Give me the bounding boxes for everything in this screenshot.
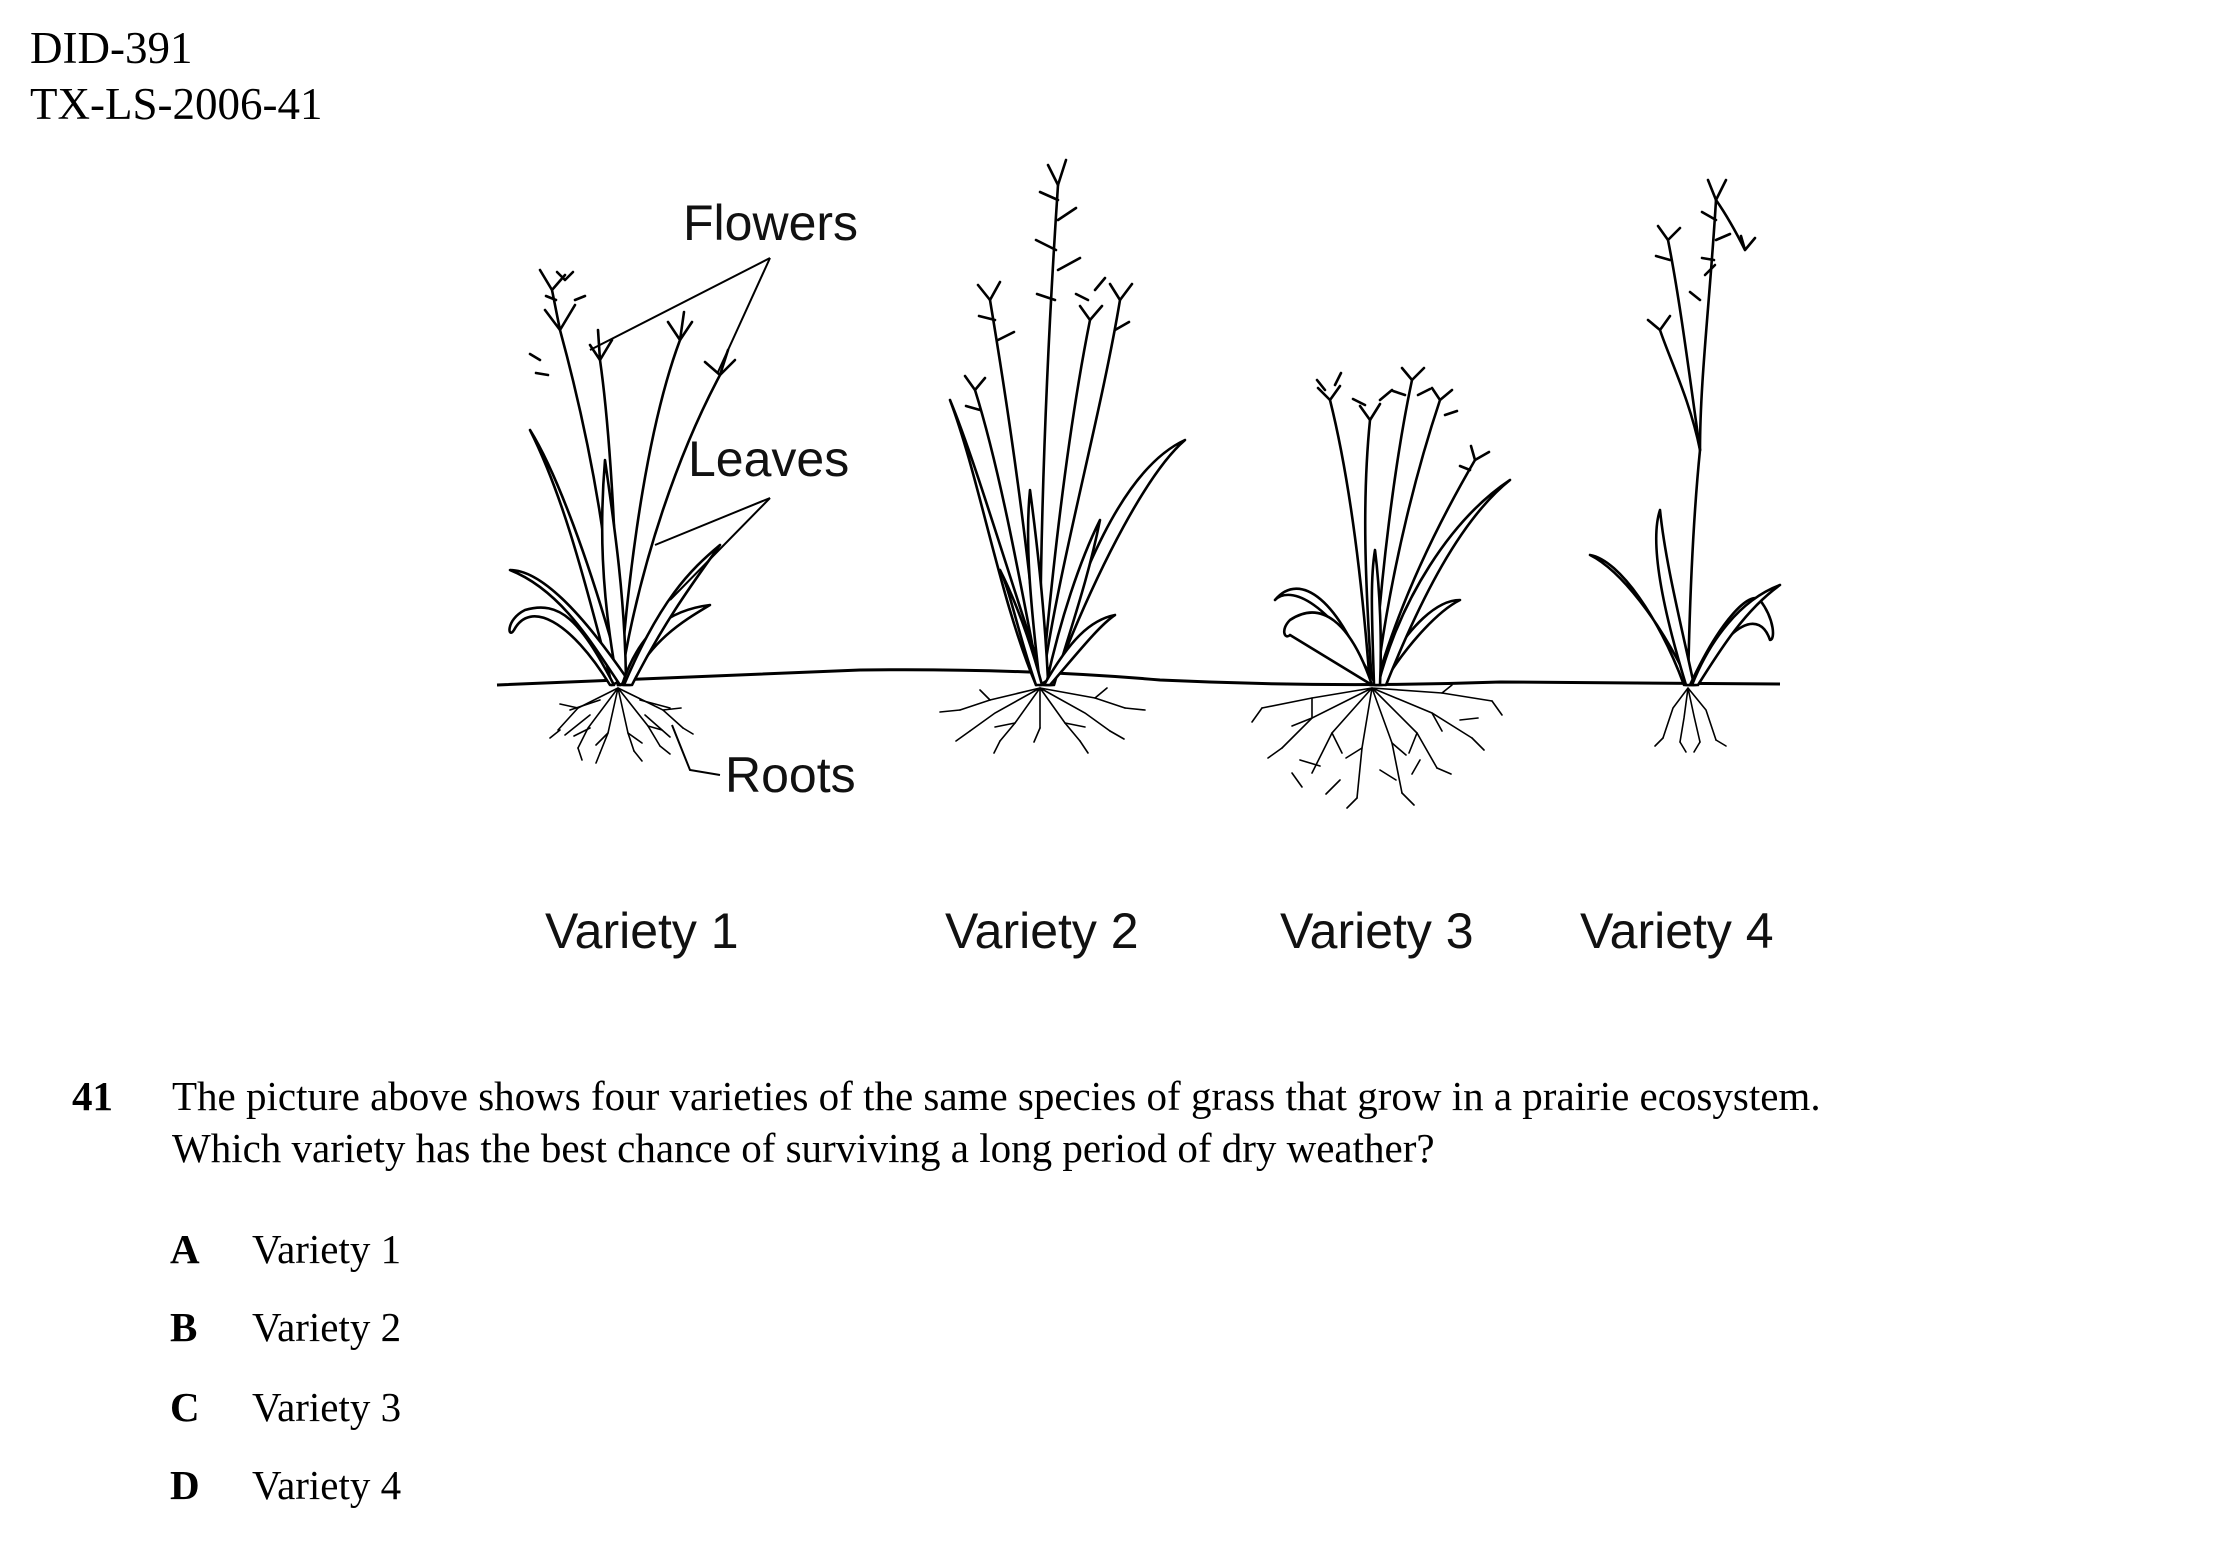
choice-text: Variety 2 <box>252 1304 402 1350</box>
choice-letter: B <box>170 1304 198 1350</box>
variety-4-plant <box>1588 178 1782 687</box>
variety-2-roots <box>939 687 1146 754</box>
variety-2-label: Variety 2 <box>945 903 1139 959</box>
label-flowers: Flowers <box>683 195 858 251</box>
variety-1-label: Variety 1 <box>545 903 739 959</box>
variety-4-roots <box>1654 687 1727 753</box>
callout-lines <box>589 257 771 776</box>
grass-varieties-figure: Flowers Leaves Roots Variety 1 Variety 2… <box>496 158 1782 959</box>
question-text-line-1: The picture above shows four varieties o… <box>172 1073 1821 1119</box>
variety-1-plant <box>508 268 737 687</box>
variety-3-roots <box>1251 684 1503 809</box>
document-ids: DID-391 TX-LS-2006-41 <box>30 20 322 132</box>
choice-letter: A <box>170 1226 200 1272</box>
variety-1-roots <box>549 687 694 764</box>
choice-text: Variety 1 <box>252 1226 402 1272</box>
variety-2-plant <box>948 158 1187 687</box>
variety-3-plant <box>1273 366 1512 687</box>
question-text: The picture above shows four varieties o… <box>172 1070 2192 1174</box>
choice-text: Variety 4 <box>252 1462 402 1508</box>
ground-line <box>496 668 1781 687</box>
question-text-line-2: Which variety has the best chance of sur… <box>172 1125 1435 1171</box>
label-leaves: Leaves <box>688 431 849 487</box>
question-number: 41 <box>72 1073 113 1119</box>
variety-4-label: Variety 4 <box>1580 903 1774 959</box>
choice-letter: C <box>170 1384 200 1430</box>
label-roots: Roots <box>725 747 856 803</box>
choice-text: Variety 3 <box>252 1384 402 1430</box>
choice-letter: D <box>170 1462 200 1508</box>
doc-id: DID-391 <box>30 23 193 73</box>
item-code: TX-LS-2006-41 <box>30 79 323 129</box>
variety-3-label: Variety 3 <box>1280 903 1474 959</box>
